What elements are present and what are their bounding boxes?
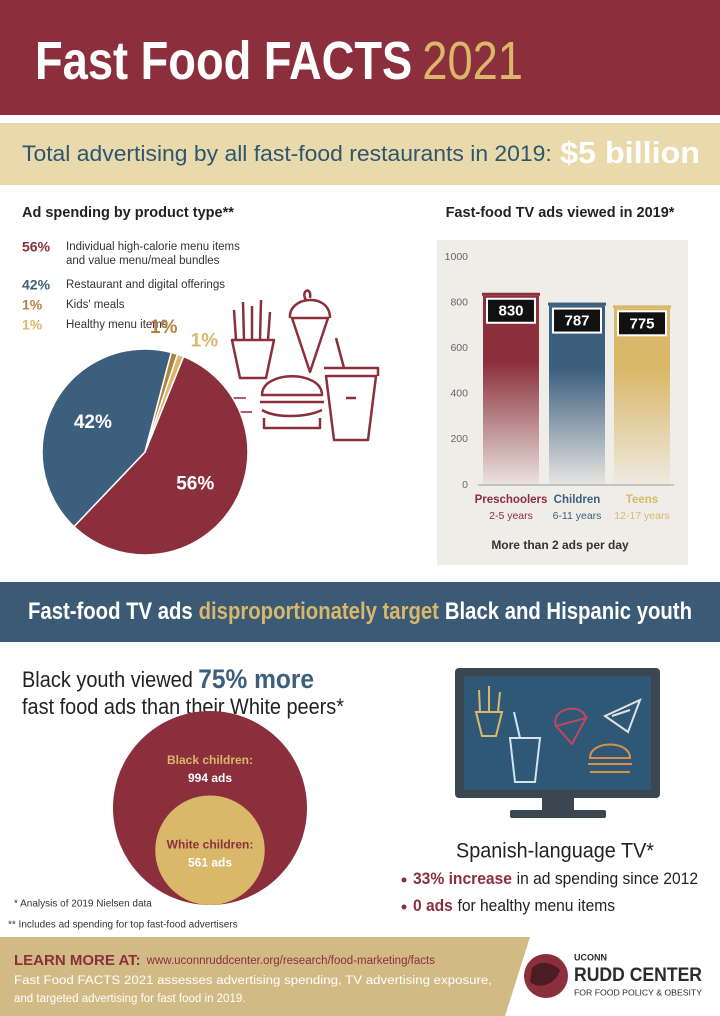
y-tick-label: 800 [450,296,468,308]
legend-item: Healthy menu items [66,319,168,331]
year: 2021 [422,31,523,91]
y-tick-label: 400 [450,388,468,400]
legend-percent: 42% [22,277,51,293]
y-tick-label: 1000 [445,251,469,263]
spanish-bullet: 33% increase in ad spending since 2012 [413,870,698,888]
learn-more: LEARN MORE AT: [14,952,141,969]
header-title: Fast Food FACTS2021 [35,31,523,91]
bar-cap [482,292,540,296]
circle [155,795,265,905]
footer-bg [0,937,530,1016]
circle-category: White children: [167,838,254,852]
slice-label: 1% [191,330,219,351]
target-banner-bg [0,582,720,642]
footer-line: LEARN MORE AT: www.uconnruddcenter.org/re… [14,952,435,969]
bar-chart: 0 200 400 600 800 1000 830 Preschoolers 2-5 year… [445,251,674,522]
pie-chart: 56% Individual high-calorie menu items an… [22,239,249,556]
value-label-box [552,307,602,334]
y-tick-label: 200 [450,433,468,445]
logo-top: UCONN [574,952,607,962]
legend-label: Restaurant and digital offerings [66,279,225,291]
circle-chart: Black children: 994 ads White children: 561… [113,711,307,905]
legend-percent: 1% [22,317,43,333]
bullet-highlight: 0 ads [413,897,453,915]
circle-category: Black children: [167,753,253,767]
circle-value: 994 ads [188,771,232,785]
footer-description: and targeted advertising for fast food i… [14,993,245,1005]
bar-title: Fast-food TV ads viewed in 2019* [446,205,675,221]
value-label: 775 [629,315,654,332]
spanish-title: Spanish-language TV* [456,840,654,863]
pie-slice [72,355,249,556]
bar-cap [548,302,606,306]
pie-title: Ad spending by product type** [22,205,234,221]
slice-label: 56% [176,473,214,494]
banner-line: Total advertising by all fast-food resta… [22,135,700,170]
slice-label: 42% [74,412,112,433]
logo-name: RUDD CENTER [574,965,702,986]
x-tick-label: Teens [626,494,658,506]
value-label: 787 [564,313,589,330]
circle-value: 561 ads [188,856,232,870]
y-tick-label: 600 [450,342,468,354]
bar [483,295,539,485]
target-banner: Fast-food TV adsdisproportionately targe… [28,598,692,625]
bar-note: More than 2 ads per day [491,538,629,552]
value-label-box [617,310,667,337]
black-youth-start: Black youth viewed [22,667,193,692]
header-bg [0,0,720,115]
footer-description: Fast Food FACTS 2021 assesses advertisin… [14,975,492,987]
x-tick-label: Preschoolers [475,494,548,506]
x-sublabel: 6-11 years [553,510,602,522]
banner-text: Total advertising by all fast-food resta… [22,141,552,166]
legend-item: Individual high-calorie menu items and v… [66,241,240,267]
legend-label: Kids' meals [66,299,125,311]
slice-label: 1% [150,317,178,338]
tv-illustration [455,668,660,818]
black-youth-line2: fast food ads than their White peers* [22,694,344,719]
logo-sub: FOR FOOD POLICY & OBESITY [574,987,702,997]
target-highlight: disproportionately target [199,598,439,625]
y-tick-label: 0 [462,479,468,491]
legend-item: Kids' meals [66,299,125,311]
value-label-box [486,297,536,324]
black-youth-highlight: 75% more [198,664,314,694]
pie-slice [41,348,173,528]
pie-slice [144,353,185,453]
legend-percent: 56% [22,239,51,255]
bullet [401,904,407,910]
logo: UCONN RUDD CENTER FOR FOOD POLICY & OBES… [524,952,702,998]
legend-label: Healthy menu items [66,319,168,331]
bar-cap [613,305,671,309]
legend-percent: 1% [22,297,43,313]
bullet [401,877,407,883]
bullet-text: for healthy menu items [458,897,615,915]
x-tick-label: Children [554,494,601,506]
spanish-bullet: 0 ads for healthy menu items [413,897,615,915]
value-label: 830 [498,303,523,320]
bar [549,305,605,485]
legend-item: Restaurant and digital offerings [66,279,225,291]
footnote: ** Includes ad spending for top fast-foo… [8,920,238,931]
bar [614,308,670,485]
title: Fast Food FACTS [35,31,412,91]
legend-label: Individual high-calorie menu items and v… [66,241,240,267]
x-sublabel: 2-5 years [489,510,533,522]
footnote: * Analysis of 2019 Nielsen data [14,899,152,910]
banner-bg [0,123,720,185]
bullet-highlight: 33% increase [413,870,512,888]
black-youth-line1: Black youth viewed75% more [22,664,314,694]
banner-amount: $5 billion [560,135,700,170]
bullet-text: in ad spending since 2012 [517,870,698,888]
x-sublabel: 12-17 years [614,510,669,522]
footer-url[interactable]: www.uconnruddcenter.org/research/food-ma… [146,955,436,967]
target-start: Fast-food TV ads [28,598,193,625]
target-end: Black and Hispanic youth [445,598,692,625]
